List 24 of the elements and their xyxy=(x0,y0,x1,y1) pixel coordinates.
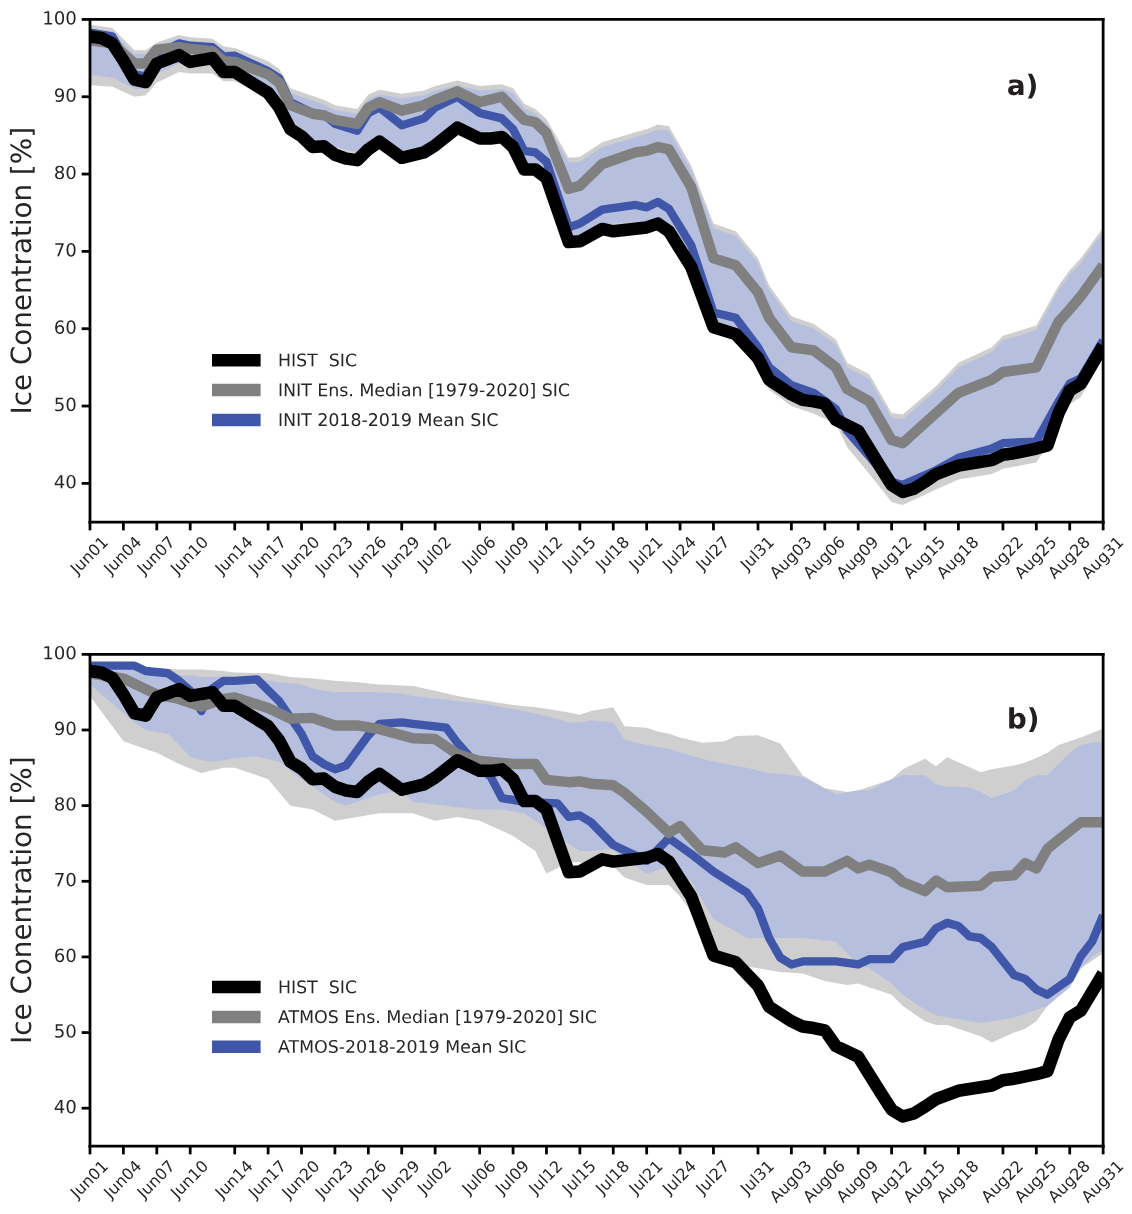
y-tick-label: 60 xyxy=(55,320,76,334)
legend-label: ATMOS-2018-2019 Mean SIC xyxy=(278,1039,526,1054)
legend-label: HIST SIC xyxy=(279,980,357,994)
y-tick-label: 90 xyxy=(54,88,76,102)
y-tick-label: 50 xyxy=(55,1024,76,1038)
legend-label: INIT 2018-2019 Mean SIC xyxy=(279,413,498,427)
y-tick-label: 80 xyxy=(55,797,76,811)
legend-label: ATMOS Ens. Median [1979-2020] SIC xyxy=(278,1009,597,1026)
y-tick-label: 100 xyxy=(44,645,76,660)
y-tick-label: 70 xyxy=(55,872,76,887)
y-tick-label: 80 xyxy=(55,165,76,180)
y-tick-label: 50 xyxy=(55,397,76,412)
y-axis-title: Ice Conentration [%] xyxy=(9,129,35,412)
annotation: a) xyxy=(1008,73,1036,99)
legend-label: INIT Ens. Median [1979-2020] SIC xyxy=(279,382,570,399)
y-tick-label: 60 xyxy=(55,948,76,963)
y-axis-title: Ice Conentration [%] xyxy=(9,758,35,1042)
y-tick-label: 40 xyxy=(54,1099,76,1114)
y-tick-label: 40 xyxy=(54,474,76,489)
y-tick-label: 90 xyxy=(54,721,76,736)
y-tick-label: 100 xyxy=(44,11,76,25)
y-tick-label: 70 xyxy=(55,242,76,257)
annotation: b) xyxy=(1009,707,1038,733)
legend-label: HIST SIC xyxy=(279,353,357,367)
